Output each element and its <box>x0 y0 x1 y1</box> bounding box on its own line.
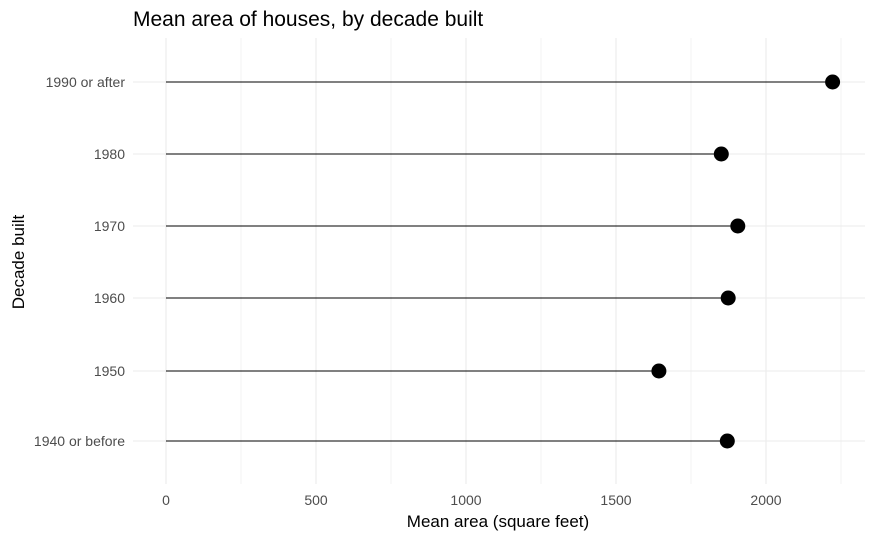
lollipop-point <box>730 218 746 234</box>
y-axis-title: Decade built <box>9 214 28 309</box>
y-tick-label: 1970 <box>94 218 125 234</box>
chart-title: Mean area of houses, by decade built <box>133 8 483 31</box>
x-tick-label: 1000 <box>450 492 481 508</box>
lollipop-point <box>825 74 841 90</box>
lollipop-point <box>719 433 735 449</box>
x-tick-label: 500 <box>304 492 328 508</box>
lollipop-point <box>713 146 729 162</box>
x-tick-label: 1500 <box>600 492 631 508</box>
x-tick-label: 0 <box>162 492 170 508</box>
x-axis-title: Mean area (square feet) <box>407 512 589 531</box>
y-tick-label: 1940 or before <box>34 433 125 449</box>
x-tick-label: 2000 <box>750 492 781 508</box>
y-tick-label: 1950 <box>94 363 125 379</box>
grid-layer <box>133 38 865 484</box>
y-ticks: 1940 or before 1950 1960 1970 1980 1990 or af… <box>34 74 125 449</box>
x-ticks: 0 500 1000 1500 2000 <box>162 492 782 508</box>
lollipop-point <box>720 290 736 306</box>
y-tick-label: 1980 <box>94 146 125 162</box>
y-tick-label: 1960 <box>94 290 125 306</box>
lollipop-point <box>651 363 667 379</box>
stems-layer <box>166 81 833 442</box>
y-tick-label: 1990 or after <box>46 74 126 90</box>
points-layer <box>651 74 841 449</box>
